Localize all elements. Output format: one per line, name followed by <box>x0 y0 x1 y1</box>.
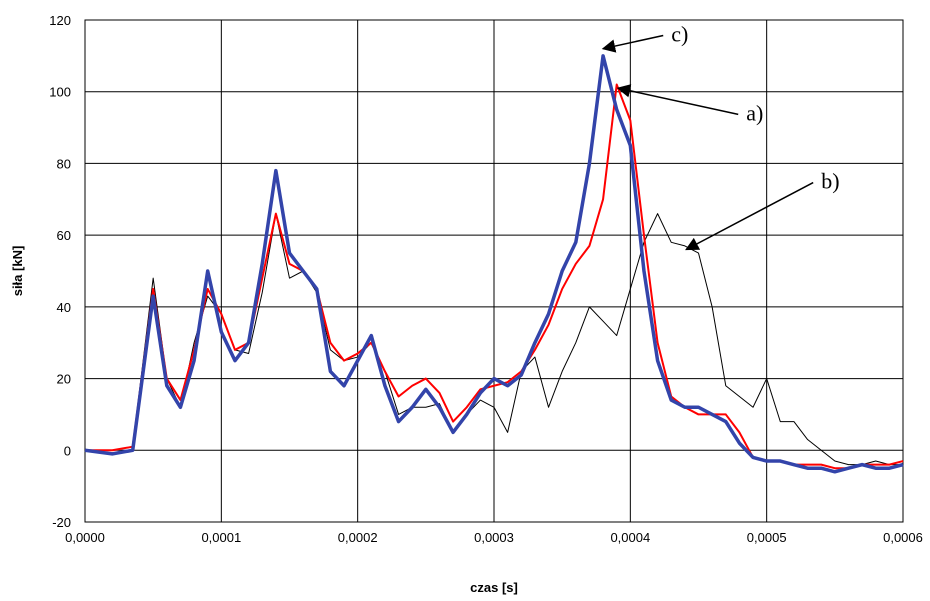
x-tick-label: 0,0001 <box>201 530 241 545</box>
annotation-arrow <box>601 34 664 53</box>
annotation-arrow <box>616 84 739 116</box>
x-tick-label: 0,0003 <box>474 530 514 545</box>
y-tick-label: 80 <box>57 156 71 171</box>
x-tick-label: 0,0006 <box>883 530 923 545</box>
y-tick-label: 120 <box>49 13 71 28</box>
annotation-layer: c) a) b) <box>601 22 840 251</box>
y-tick-label: -20 <box>52 515 71 530</box>
y-tick-label: 100 <box>49 85 71 100</box>
y-tick-label: 40 <box>57 300 71 315</box>
annotation-label: c) <box>671 22 688 47</box>
y-tick-label: 60 <box>57 228 71 243</box>
annotation-arrow <box>685 181 814 251</box>
x-tick-label: 0,0004 <box>610 530 650 545</box>
annotation-label: a) <box>746 100 763 125</box>
y-axis-title: siła [kN] <box>10 246 25 297</box>
tick-label-layer: 0,0000 0,0001 0,0002 0,0003 0,0004 0,0005 0,00… <box>49 13 923 545</box>
x-tick-label: 0,0000 <box>65 530 105 545</box>
x-tick-label: 0,0005 <box>747 530 787 545</box>
series-line-1 <box>85 213 903 466</box>
grid-layer <box>84 19 904 523</box>
series-line-3 <box>84 54 904 474</box>
y-tick-label: 0 <box>64 443 71 458</box>
x-axis-title: czas [s] <box>470 580 518 595</box>
y-tick-label: 20 <box>57 372 71 387</box>
x-tick-label: 0,0002 <box>338 530 378 545</box>
series-layer <box>84 54 904 474</box>
annotation-label: b) <box>821 169 839 194</box>
